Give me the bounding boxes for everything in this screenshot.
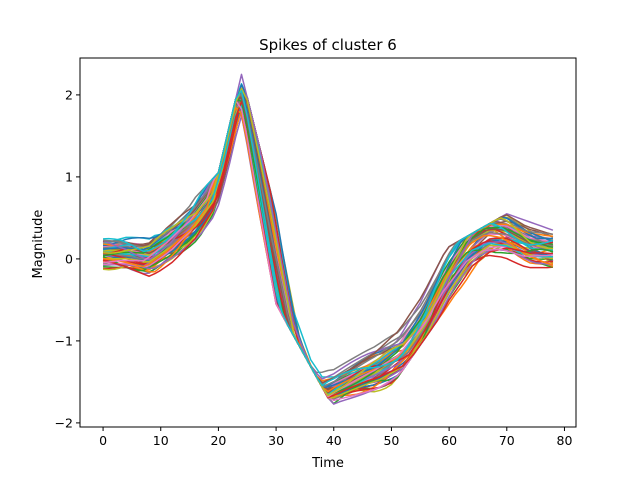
y-tick-label: 0 [65, 251, 73, 266]
x-tick-label: 80 [557, 433, 573, 448]
x-tick-label: 50 [383, 433, 399, 448]
x-tick-label: 20 [210, 433, 226, 448]
x-axis-title: Time [311, 456, 344, 471]
x-tick-label: 0 [99, 433, 107, 448]
y-tick-label: −2 [55, 415, 73, 430]
x-tick-label: 70 [499, 433, 515, 448]
series-lines [102, 73, 554, 405]
y-tick-label: 1 [65, 169, 73, 184]
x-tick-label: 10 [153, 433, 169, 448]
x-tick-label: 30 [268, 433, 284, 448]
y-axis-title: Magnitude [31, 210, 46, 279]
chart-title: Spikes of cluster 6 [259, 36, 397, 54]
x-tick-label: 60 [441, 433, 457, 448]
y-tick-label: 2 [65, 87, 73, 102]
spike-line [103, 89, 554, 387]
y-tick-label: −1 [55, 333, 73, 348]
plot-frame [79, 57, 577, 428]
x-tick-label: 40 [326, 433, 342, 448]
spike-line [103, 99, 554, 398]
spike-line [102, 101, 553, 399]
spike-line [102, 106, 554, 393]
spike-line [103, 91, 554, 394]
axes: 0 10 20 30 40 50 60 70 80 −2 −1 0 1 2 [55, 57, 577, 448]
